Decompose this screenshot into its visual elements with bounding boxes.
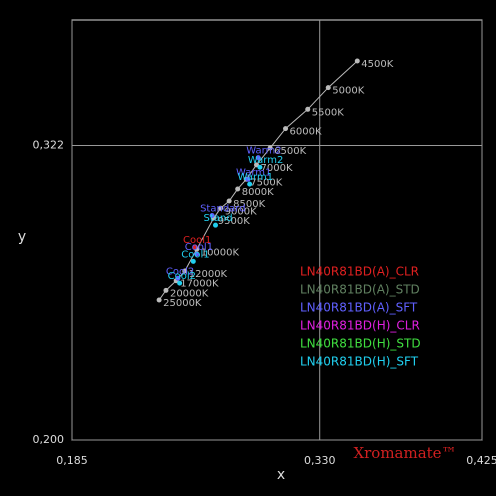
point-label: Stand	[204, 213, 233, 224]
reference-point	[182, 268, 188, 274]
point-label: Cool2	[166, 266, 194, 277]
y-tick-label: 0,200	[33, 433, 65, 446]
reference-label: 17000K	[180, 279, 219, 290]
x-tick-label: 0,425	[466, 454, 496, 467]
point	[209, 213, 215, 219]
reference-label: 9500K	[218, 216, 250, 227]
legend-label: LN40R81BD(H)_SFT	[300, 355, 419, 369]
reference-point	[163, 287, 169, 293]
x-axis-label: x	[277, 467, 285, 483]
reference-label: 6500K	[274, 146, 306, 157]
reference-label: 4500K	[361, 59, 393, 70]
point	[192, 244, 198, 250]
point-label: Warm2	[248, 155, 283, 166]
reference-point	[325, 85, 331, 91]
point	[190, 258, 196, 264]
point	[213, 222, 218, 228]
reference-point	[235, 186, 241, 192]
point-label: Standard	[200, 204, 246, 215]
y-tick-label: 0,322	[33, 139, 65, 152]
point-label: Cool1	[181, 249, 209, 260]
point	[194, 251, 200, 257]
point-label: Cool1	[185, 242, 213, 253]
reference-label: 8000K	[242, 187, 274, 198]
point	[255, 155, 261, 161]
reference-label: 7000K	[261, 163, 293, 174]
point-label: Cool1	[183, 235, 211, 246]
point-label: Warm1	[238, 172, 273, 183]
legend-label: LN40R81BD(A)_SFT	[300, 301, 418, 315]
reference-label: 5500K	[312, 107, 344, 118]
reference-label: 20000K	[170, 288, 209, 299]
point	[175, 275, 181, 281]
point	[257, 164, 263, 170]
reference-point	[218, 205, 224, 211]
reference-label: 12000K	[189, 269, 228, 280]
reference-label: 8500K	[233, 199, 265, 210]
point	[247, 181, 253, 187]
reference-label: 10000K	[201, 247, 240, 258]
reference-label: 7500K	[250, 177, 282, 188]
x-tick-label: 0,330	[304, 454, 336, 467]
reference-point	[305, 106, 311, 112]
reference-line	[158, 60, 358, 301]
legend-label: LN40R81BD(A)_CLR	[300, 265, 419, 279]
reference-point	[156, 297, 162, 303]
legend-label: LN40R81BD(H)_STD	[300, 337, 421, 351]
watermark: Xromamate™	[353, 444, 456, 462]
reference-label: 6000K	[290, 127, 322, 138]
legend-label: LN40R81BD(H)_CLR	[300, 319, 420, 333]
reference-label: 25000K	[163, 298, 202, 309]
point	[177, 280, 183, 286]
reference-label: 9000K	[225, 206, 257, 217]
x-tick-label: 0,185	[56, 454, 88, 467]
reference-label: 5000K	[332, 86, 364, 97]
y-axis-label: y	[18, 229, 26, 245]
reference-point	[226, 198, 232, 204]
point-label: Warm2	[246, 146, 281, 157]
point-label: Warm1	[236, 167, 271, 178]
point	[245, 176, 251, 182]
reference-point	[283, 126, 289, 132]
reference-point	[354, 58, 360, 64]
point-label: Cool2	[168, 271, 196, 282]
plot-area	[71, 19, 483, 441]
reference-point	[267, 145, 273, 151]
legend-label: LN40R81BD(A)_STD	[300, 283, 420, 297]
